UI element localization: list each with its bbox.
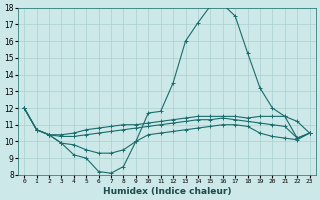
X-axis label: Humidex (Indice chaleur): Humidex (Indice chaleur) xyxy=(103,187,231,196)
